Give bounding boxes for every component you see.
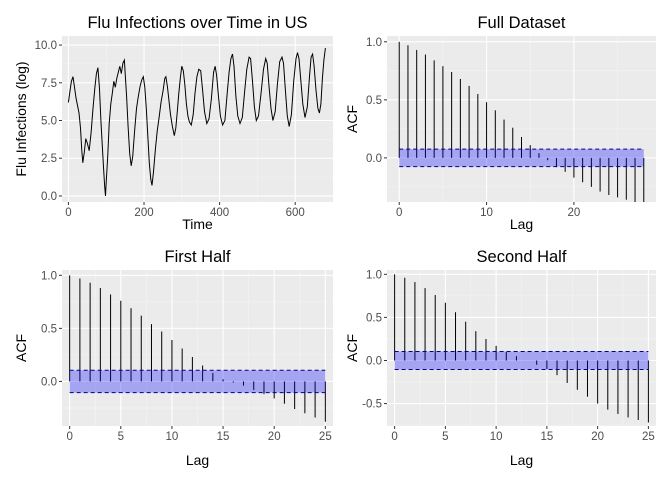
- y-tick-label: 0.5: [41, 323, 57, 335]
- x-tick-label: 25: [642, 431, 655, 443]
- y-axis-title: ACF: [344, 105, 360, 133]
- x-tick-label: 0: [65, 207, 71, 219]
- y-ticks: 0.0 2.5 5.0 7.5 10.0: [35, 40, 62, 203]
- x-axis-title: Time: [182, 216, 213, 232]
- x-tick-label: 15: [540, 431, 553, 443]
- y-tick-label: 0.0: [41, 376, 57, 388]
- y-tick-label: 0.0: [366, 355, 382, 367]
- y-tick-label: 7.5: [41, 78, 57, 90]
- confidence-band: [399, 149, 644, 167]
- y-tick-label: 1.0: [41, 270, 57, 282]
- plot-background: [387, 36, 656, 202]
- x-tick-label: 400: [210, 207, 229, 219]
- x-ticks: 0 10 20: [396, 202, 580, 219]
- y-tick-label: 1.0: [366, 269, 382, 281]
- y-tick-label: 5.0: [41, 116, 57, 128]
- x-tick-label: 20: [268, 431, 281, 443]
- y-tick-label: 0.5: [366, 312, 382, 324]
- x-tick-label: 5: [442, 431, 448, 443]
- chart-title: Full Dataset: [477, 14, 565, 32]
- panel-acf-second-half: 0 5 10 15 20 25 -0.5 0.0 0.5 1.0 Second Half Lag…: [344, 248, 656, 468]
- y-axis-title: Flu Infections (log): [13, 61, 29, 176]
- x-tick-label: 10: [166, 431, 179, 443]
- gridlines: [387, 270, 656, 426]
- data-marks: [398, 41, 645, 202]
- data-marks: [394, 274, 649, 423]
- gridlines: [62, 36, 333, 202]
- x-tick-label: 10: [490, 431, 503, 443]
- x-tick-label: 5: [118, 431, 124, 443]
- panel-acf-first-half: 0 5 10 15 20 25 0.0 0.5 1.0 First Half Lag ACF: [13, 248, 333, 468]
- data-marks: [69, 275, 326, 422]
- y-tick-label: 0.0: [366, 153, 382, 165]
- y-tick-label: 1.0: [366, 37, 382, 49]
- x-tick-label: 20: [591, 431, 604, 443]
- y-ticks: -0.5 0.0 0.5 1.0: [362, 269, 387, 411]
- panel-acf-full-dataset: 0 10 20 0.0 0.5 1.0 Full Dataset Lag ACF: [344, 14, 656, 232]
- x-axis-title: Lag: [510, 216, 533, 232]
- x-ticks: 0 5 10 15 20 25: [391, 426, 655, 443]
- x-tick-label: 0: [396, 207, 402, 219]
- x-axis-title: Lag: [510, 452, 533, 468]
- y-ticks: 0.0 0.5 1.0: [366, 37, 387, 165]
- x-tick-label: 20: [568, 207, 581, 219]
- y-tick-label: 2.5: [41, 153, 57, 165]
- x-tick-label: 200: [134, 207, 153, 219]
- x-tick-label: 25: [319, 431, 332, 443]
- confidence-band: [394, 351, 649, 370]
- x-tick-label: 0: [66, 431, 72, 443]
- y-tick-label: 10.0: [35, 40, 57, 52]
- x-ticks: 0 200 400 600: [65, 202, 305, 219]
- confidence-band: [69, 370, 326, 393]
- y-ticks: 0.0 0.5 1.0: [41, 270, 62, 388]
- y-axis-title: ACF: [344, 334, 360, 362]
- x-ticks: 0 5 10 15 20 25: [66, 426, 332, 443]
- x-tick-label: 15: [217, 431, 230, 443]
- chart-title: Flu Infections over Time in US: [87, 14, 307, 32]
- data-marks: [67, 48, 326, 197]
- y-tick-label: 0.0: [41, 191, 57, 203]
- y-axis-title: ACF: [13, 334, 29, 362]
- x-tick-label: 600: [286, 207, 305, 219]
- y-tick-label: -0.5: [362, 399, 382, 411]
- series-line: [67, 48, 326, 197]
- x-axis-title: Lag: [186, 452, 209, 468]
- chart-title: Second Half: [477, 248, 567, 266]
- x-tick-label: 10: [480, 207, 493, 219]
- y-tick-label: 0.5: [366, 95, 382, 107]
- chart-title: First Half: [165, 248, 231, 266]
- panel-time-series: 0 200 400 600 0.0 2.5 5.0 7.5 10.0 Flu Infectio…: [13, 14, 333, 232]
- x-tick-label: 0: [391, 431, 397, 443]
